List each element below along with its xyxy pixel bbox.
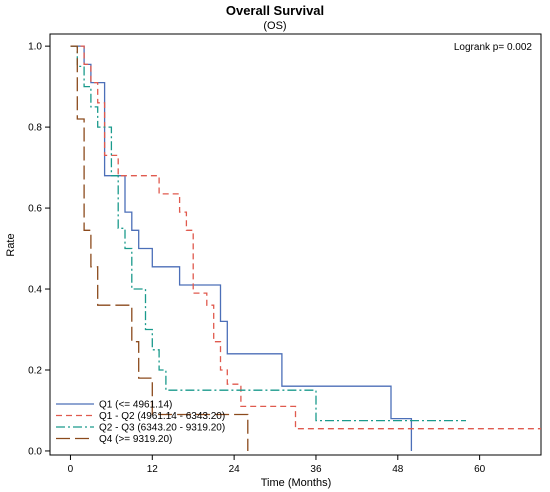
plot-frame	[49, 33, 542, 456]
series-line-q2	[70, 45, 541, 430]
chart-subtitle: (OS)	[263, 20, 286, 32]
x-tick-label: 48	[392, 464, 404, 475]
series-line-q4	[70, 45, 249, 451]
y-axis: 0.0 0.2 0.4 0.6 0.8 1.0	[28, 42, 50, 457]
y-tick-label: 0.2	[28, 365, 42, 376]
legend-label-q3: Q2 - Q3 (6343.20 - 9319.20)	[99, 423, 225, 434]
series-line-q3	[70, 45, 466, 422]
y-tick-label: 0.4	[28, 285, 42, 296]
x-axis-label: Time (Months)	[261, 477, 332, 489]
y-tick-label: 0.6	[28, 204, 42, 215]
y-tick-label: 0.0	[28, 446, 42, 457]
x-tick-label: 12	[147, 464, 159, 475]
legend-label-q4: Q4 (>= 9319.20)	[99, 434, 172, 445]
series-layer	[70, 45, 541, 451]
x-tick-label: 60	[474, 464, 486, 475]
x-axis: 0 12 24 36 48 60	[68, 455, 486, 475]
legend-label-q2: Q1 - Q2 (4961.14 - 6343.20)	[99, 411, 225, 422]
y-tick-label: 1.0	[28, 42, 42, 53]
x-tick-label: 0	[68, 464, 74, 475]
y-axis-label: Rate	[5, 233, 17, 256]
legend-label-q1: Q1 (<= 4961.14)	[99, 400, 172, 411]
logrank-annotation: Logrank p= 0.002	[454, 42, 533, 53]
chart-title: Overall Survival	[226, 3, 324, 18]
y-tick-label: 0.8	[28, 123, 42, 134]
x-tick-label: 36	[310, 464, 322, 475]
legend: Q1 (<= 4961.14)Q1 - Q2 (4961.14 - 6343.2…	[56, 400, 225, 445]
x-tick-label: 24	[229, 464, 241, 475]
